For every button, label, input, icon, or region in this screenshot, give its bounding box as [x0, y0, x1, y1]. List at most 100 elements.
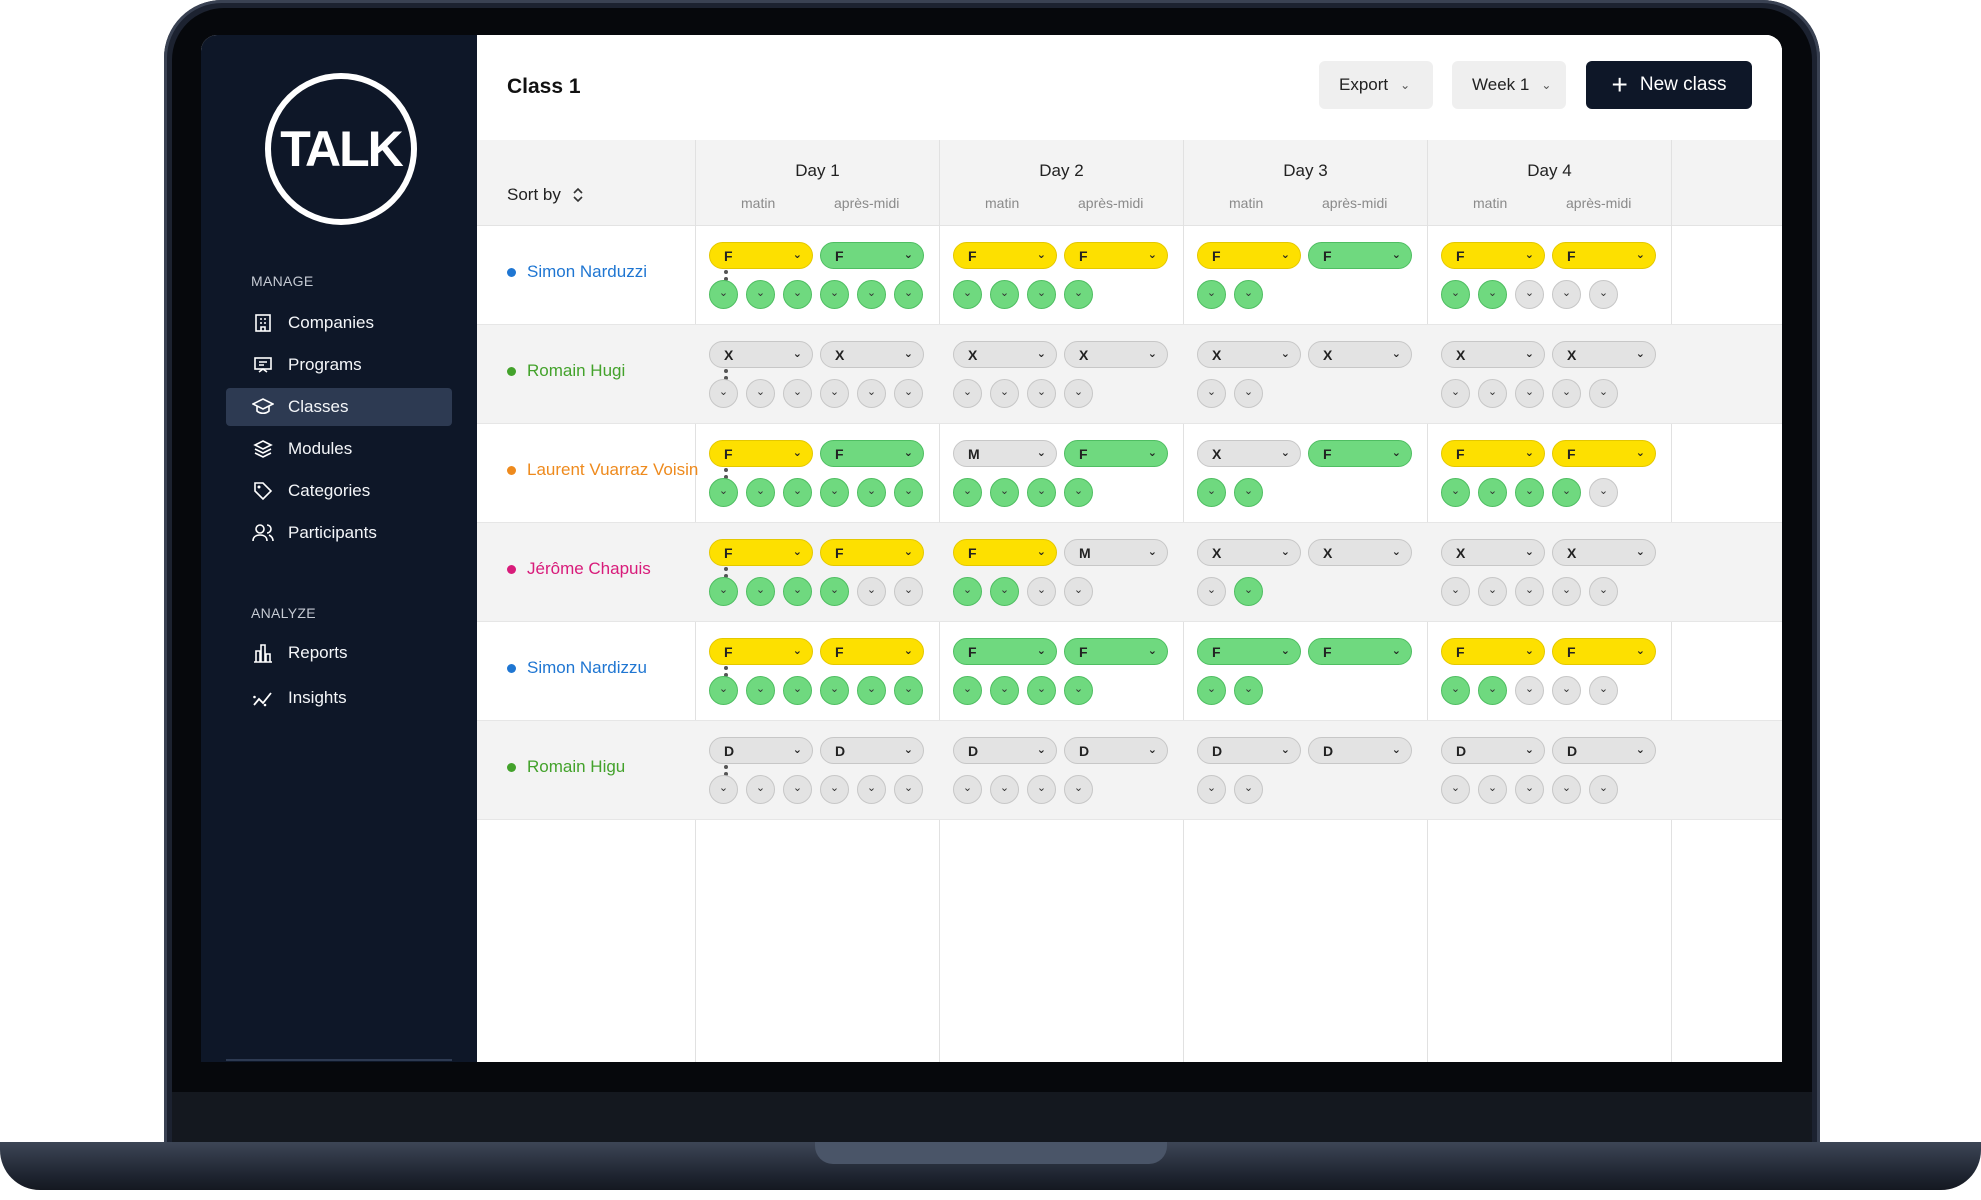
session-status-dropdown[interactable]: ⌄ — [1197, 280, 1226, 309]
afternoon-status-select[interactable]: F ⌄ — [1308, 440, 1412, 467]
afternoon-status-select[interactable]: X ⌄ — [1308, 341, 1412, 368]
afternoon-status-select[interactable]: F ⌄ — [1308, 242, 1412, 269]
morning-status-select[interactable]: F ⌄ — [1441, 242, 1545, 269]
sidebar-item-categories[interactable]: Categories — [226, 472, 452, 510]
session-status-dropdown[interactable]: ⌄ — [783, 280, 812, 309]
session-status-dropdown[interactable]: ⌄ — [1478, 280, 1507, 309]
session-status-dropdown[interactable]: ⌄ — [1027, 775, 1056, 804]
session-status-dropdown[interactable]: ⌄ — [857, 577, 886, 606]
session-status-dropdown[interactable]: ⌄ — [709, 775, 738, 804]
sidebar-item-participants[interactable]: Participants — [226, 514, 452, 552]
session-status-dropdown[interactable]: ⌄ — [1064, 577, 1093, 606]
session-status-dropdown[interactable]: ⌄ — [1552, 379, 1581, 408]
session-status-dropdown[interactable]: ⌄ — [1515, 676, 1544, 705]
participant-name[interactable]: Simon Nardizzu — [507, 658, 647, 678]
session-status-dropdown[interactable]: ⌄ — [820, 280, 849, 309]
session-status-dropdown[interactable]: ⌄ — [857, 280, 886, 309]
session-status-dropdown[interactable]: ⌄ — [1589, 379, 1618, 408]
session-status-dropdown[interactable]: ⌄ — [1589, 280, 1618, 309]
session-status-dropdown[interactable]: ⌄ — [894, 577, 923, 606]
session-status-dropdown[interactable]: ⌄ — [820, 478, 849, 507]
session-status-dropdown[interactable]: ⌄ — [894, 676, 923, 705]
session-status-dropdown[interactable]: ⌄ — [1478, 379, 1507, 408]
session-status-dropdown[interactable]: ⌄ — [746, 280, 775, 309]
session-status-dropdown[interactable]: ⌄ — [1589, 478, 1618, 507]
session-status-dropdown[interactable]: ⌄ — [1441, 676, 1470, 705]
session-status-dropdown[interactable]: ⌄ — [953, 775, 982, 804]
morning-status-select[interactable]: X ⌄ — [1197, 440, 1301, 467]
afternoon-status-select[interactable]: F ⌄ — [1552, 638, 1656, 665]
morning-status-select[interactable]: F ⌄ — [1441, 638, 1545, 665]
session-status-dropdown[interactable]: ⌄ — [1027, 478, 1056, 507]
session-status-dropdown[interactable]: ⌄ — [894, 379, 923, 408]
session-status-dropdown[interactable]: ⌄ — [1441, 577, 1470, 606]
session-status-dropdown[interactable]: ⌄ — [1515, 379, 1544, 408]
session-status-dropdown[interactable]: ⌄ — [1478, 775, 1507, 804]
session-status-dropdown[interactable]: ⌄ — [1589, 577, 1618, 606]
participant-name[interactable]: Simon Narduzzi — [507, 262, 647, 282]
morning-status-select[interactable]: D ⌄ — [1197, 737, 1301, 764]
session-status-dropdown[interactable]: ⌄ — [746, 775, 775, 804]
session-status-dropdown[interactable]: ⌄ — [746, 676, 775, 705]
morning-status-select[interactable]: F ⌄ — [709, 638, 813, 665]
afternoon-status-select[interactable]: F ⌄ — [820, 242, 924, 269]
morning-status-select[interactable]: X ⌄ — [1197, 539, 1301, 566]
session-status-dropdown[interactable]: ⌄ — [1027, 280, 1056, 309]
afternoon-status-select[interactable]: D ⌄ — [1064, 737, 1168, 764]
session-status-dropdown[interactable]: ⌄ — [990, 577, 1019, 606]
afternoon-status-select[interactable]: X ⌄ — [1552, 539, 1656, 566]
morning-status-select[interactable]: F ⌄ — [709, 440, 813, 467]
sidebar-item-classes[interactable]: Classes — [226, 388, 452, 426]
session-status-dropdown[interactable]: ⌄ — [1234, 478, 1263, 507]
session-status-dropdown[interactable]: ⌄ — [1234, 775, 1263, 804]
session-status-dropdown[interactable]: ⌄ — [746, 478, 775, 507]
session-status-dropdown[interactable]: ⌄ — [1064, 676, 1093, 705]
afternoon-status-select[interactable]: D ⌄ — [1308, 737, 1412, 764]
afternoon-status-select[interactable]: F ⌄ — [1552, 242, 1656, 269]
participant-name[interactable]: Jérôme Chapuis — [507, 559, 651, 579]
session-status-dropdown[interactable]: ⌄ — [1552, 478, 1581, 507]
session-status-dropdown[interactable]: ⌄ — [783, 478, 812, 507]
afternoon-status-select[interactable]: X ⌄ — [820, 341, 924, 368]
session-status-dropdown[interactable]: ⌄ — [1515, 577, 1544, 606]
session-status-dropdown[interactable]: ⌄ — [1552, 280, 1581, 309]
session-status-dropdown[interactable]: ⌄ — [1441, 478, 1470, 507]
session-status-dropdown[interactable]: ⌄ — [1064, 280, 1093, 309]
session-status-dropdown[interactable]: ⌄ — [709, 478, 738, 507]
afternoon-status-select[interactable]: X ⌄ — [1308, 539, 1412, 566]
session-status-dropdown[interactable]: ⌄ — [746, 379, 775, 408]
session-status-dropdown[interactable]: ⌄ — [1197, 379, 1226, 408]
afternoon-status-select[interactable]: F ⌄ — [1064, 242, 1168, 269]
session-status-dropdown[interactable]: ⌄ — [746, 577, 775, 606]
session-status-dropdown[interactable]: ⌄ — [857, 676, 886, 705]
session-status-dropdown[interactable]: ⌄ — [1197, 676, 1226, 705]
morning-status-select[interactable]: D ⌄ — [709, 737, 813, 764]
session-status-dropdown[interactable]: ⌄ — [990, 280, 1019, 309]
session-status-dropdown[interactable]: ⌄ — [990, 379, 1019, 408]
session-status-dropdown[interactable]: ⌄ — [857, 775, 886, 804]
morning-status-select[interactable]: D ⌄ — [953, 737, 1057, 764]
session-status-dropdown[interactable]: ⌄ — [894, 280, 923, 309]
session-status-dropdown[interactable]: ⌄ — [820, 775, 849, 804]
session-status-dropdown[interactable]: ⌄ — [1441, 775, 1470, 804]
afternoon-status-select[interactable]: D ⌄ — [820, 737, 924, 764]
session-status-dropdown[interactable]: ⌄ — [1027, 676, 1056, 705]
session-status-dropdown[interactable]: ⌄ — [953, 478, 982, 507]
session-status-dropdown[interactable]: ⌄ — [709, 577, 738, 606]
session-status-dropdown[interactable]: ⌄ — [1589, 775, 1618, 804]
afternoon-status-select[interactable]: M ⌄ — [1064, 539, 1168, 566]
session-status-dropdown[interactable]: ⌄ — [1478, 676, 1507, 705]
session-status-dropdown[interactable]: ⌄ — [894, 775, 923, 804]
session-status-dropdown[interactable]: ⌄ — [1515, 478, 1544, 507]
session-status-dropdown[interactable]: ⌄ — [990, 478, 1019, 507]
session-status-dropdown[interactable]: ⌄ — [709, 379, 738, 408]
session-status-dropdown[interactable]: ⌄ — [953, 280, 982, 309]
session-status-dropdown[interactable]: ⌄ — [783, 676, 812, 705]
afternoon-status-select[interactable]: D ⌄ — [1552, 737, 1656, 764]
session-status-dropdown[interactable]: ⌄ — [1197, 577, 1226, 606]
afternoon-status-select[interactable]: X ⌄ — [1552, 341, 1656, 368]
session-status-dropdown[interactable]: ⌄ — [1234, 676, 1263, 705]
session-status-dropdown[interactable]: ⌄ — [990, 775, 1019, 804]
sidebar-item-modules[interactable]: Modules — [226, 430, 452, 468]
session-status-dropdown[interactable]: ⌄ — [1027, 577, 1056, 606]
